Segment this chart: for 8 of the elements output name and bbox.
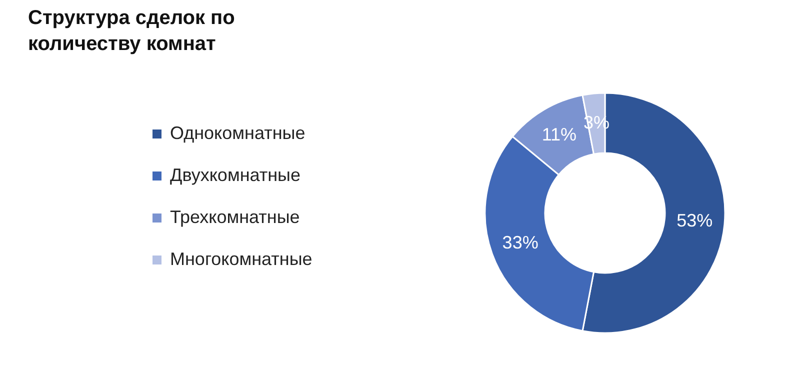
legend-label: Трехкомнатные — [170, 207, 300, 227]
data-label: 11% — [542, 124, 577, 145]
data-label: 53% — [676, 210, 713, 230]
legend-label: Многокомнатные — [170, 249, 312, 269]
legend-label: Двухкомнатные — [170, 165, 301, 185]
legend-label: Однокомнатные — [170, 123, 306, 143]
data-label: 33% — [502, 232, 538, 252]
chart-title: Структура сделок по количеству комнат — [28, 7, 235, 55]
